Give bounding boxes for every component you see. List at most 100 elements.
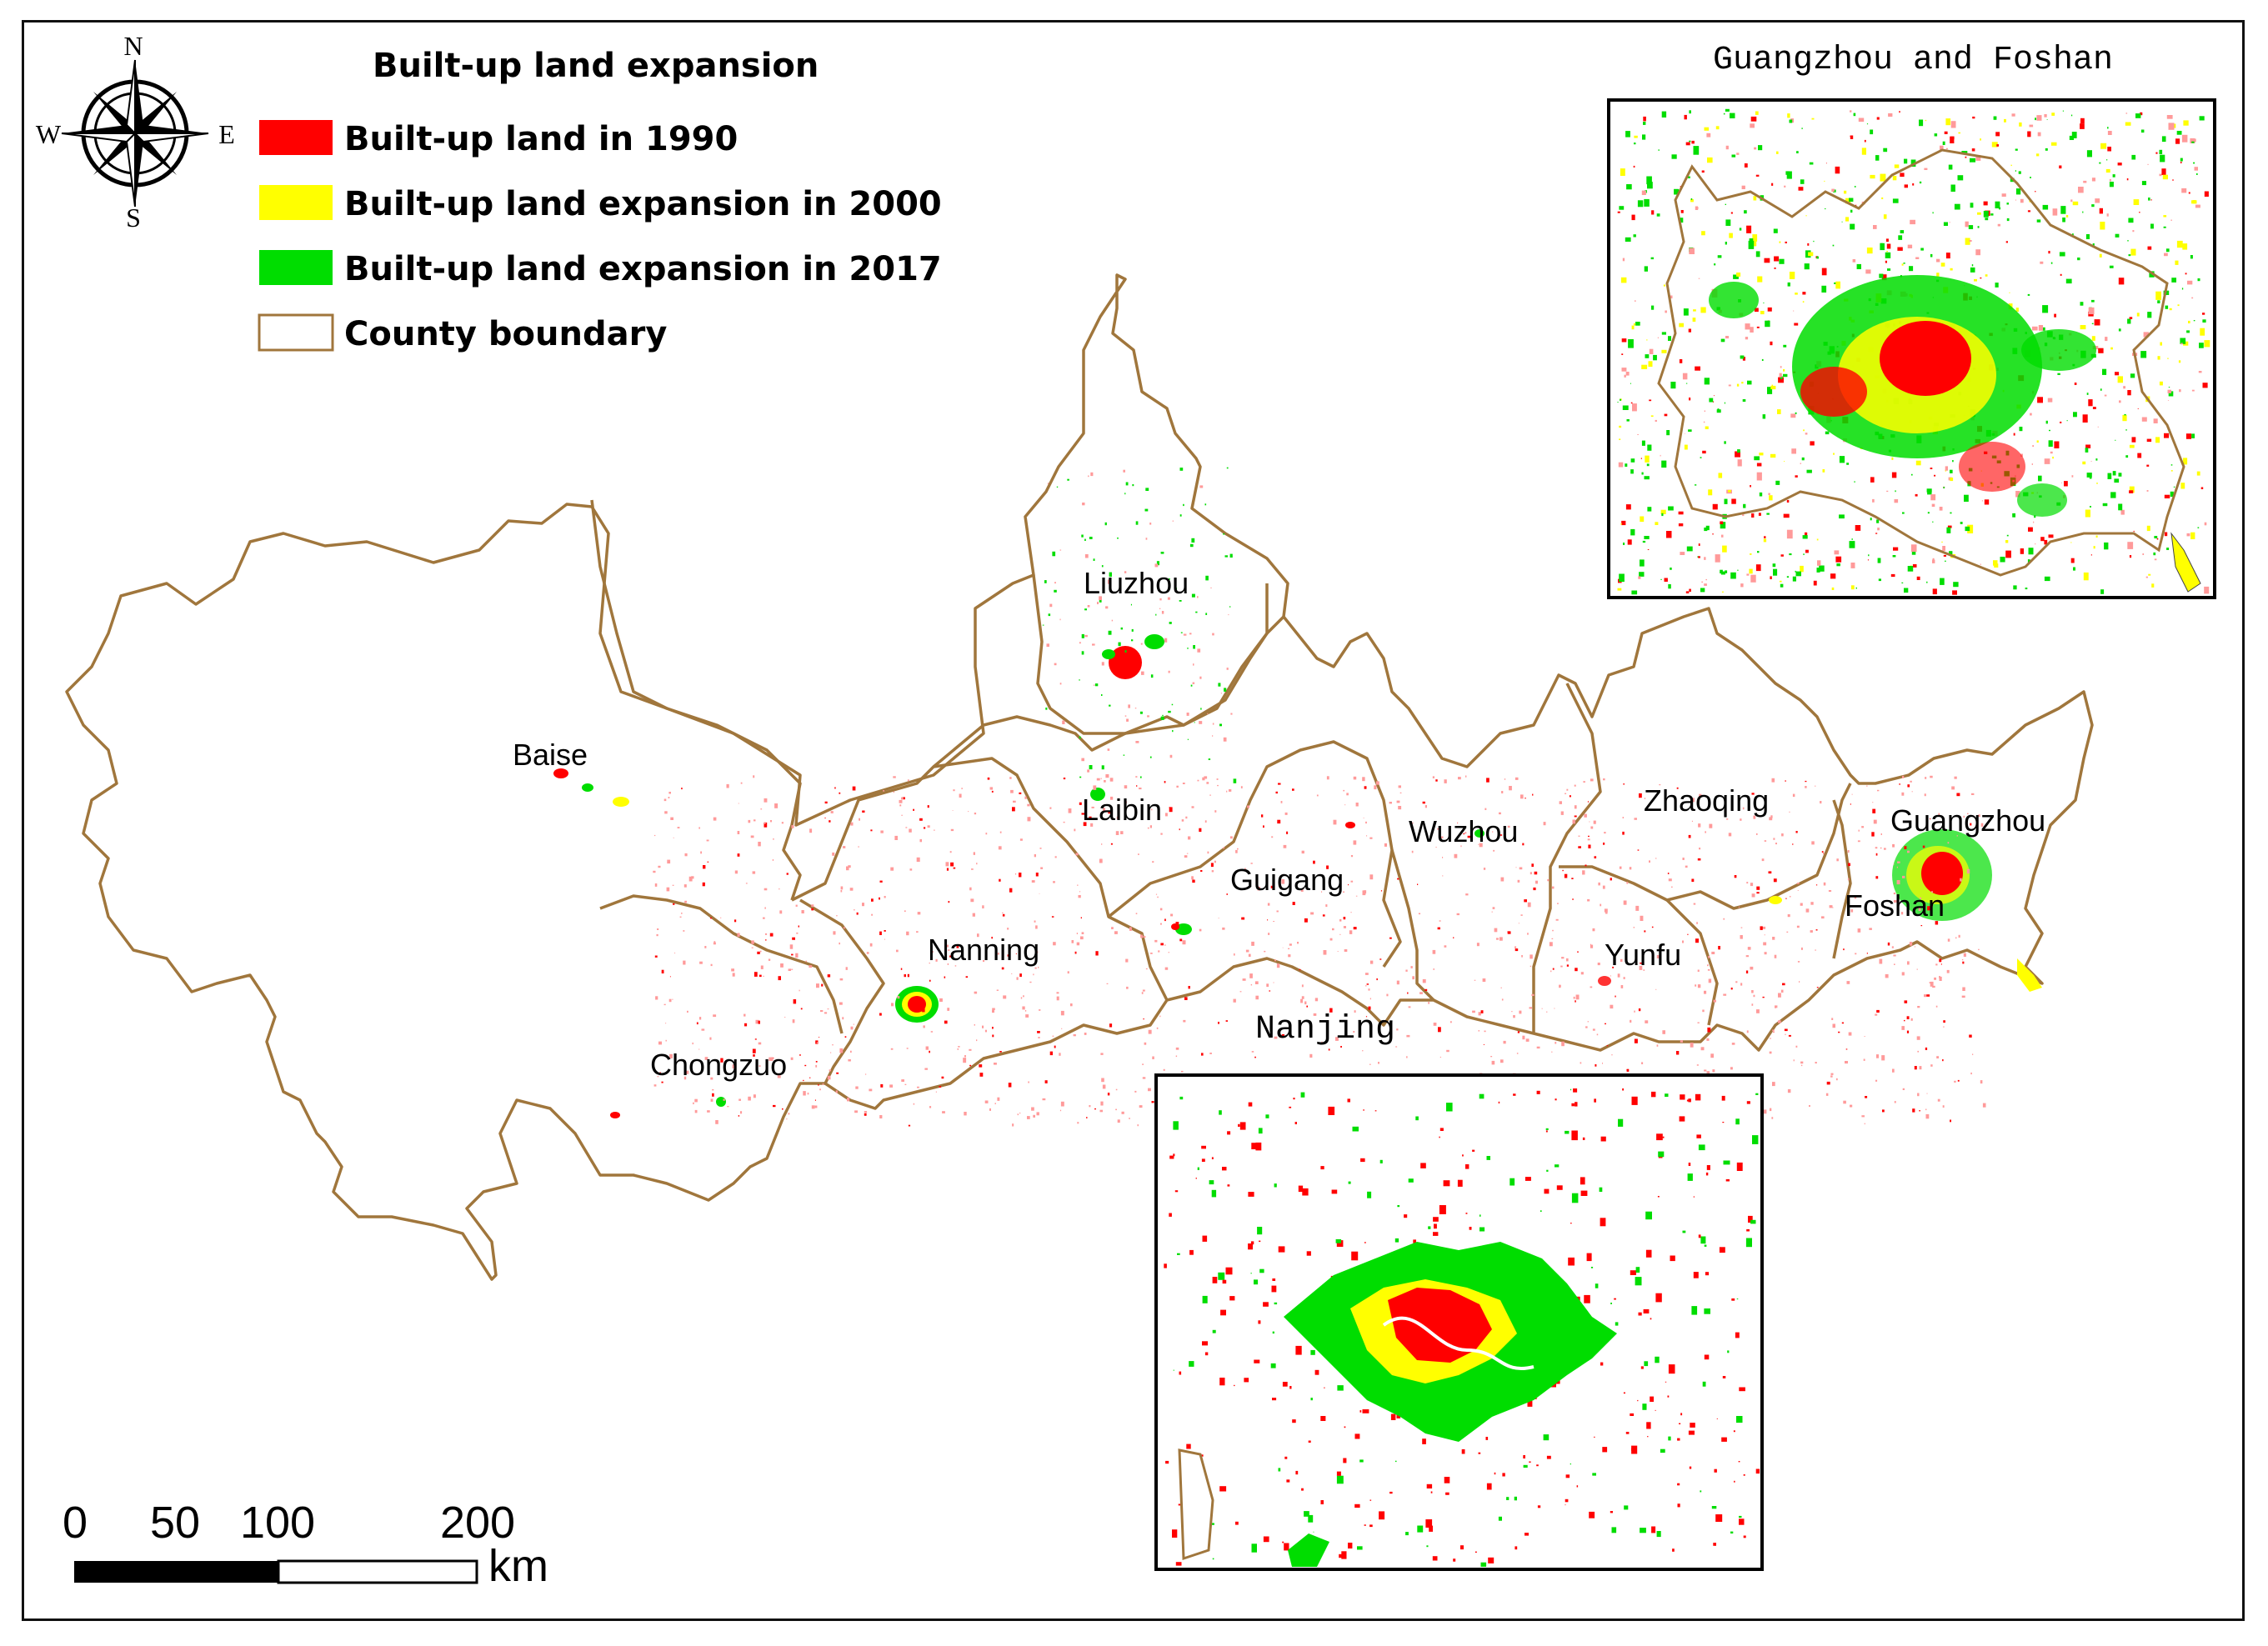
builtup-speck <box>2064 481 2068 487</box>
builtup-speck <box>1192 879 1195 883</box>
builtup-speck <box>1479 1227 1485 1232</box>
builtup-speck <box>1641 440 1645 446</box>
builtup-speck <box>1586 1253 1592 1262</box>
builtup-speck <box>1149 825 1152 828</box>
builtup-speck <box>2125 429 2127 431</box>
builtup-speck <box>1445 1492 1449 1495</box>
builtup-speck <box>1035 925 1038 929</box>
builtup-speck <box>1465 1213 1468 1214</box>
builtup-speck <box>1225 1267 1233 1275</box>
builtup-speck <box>1267 919 1269 921</box>
builtup-speck <box>1956 835 1958 837</box>
builtup-speck <box>1258 1128 1263 1134</box>
builtup-speck <box>1205 575 1209 581</box>
builtup-speck <box>2104 394 2107 397</box>
builtup-speck <box>2202 319 2206 323</box>
builtup-speck <box>1665 1381 1667 1383</box>
builtup-speck <box>1620 985 1624 988</box>
builtup-speck <box>1059 618 1061 621</box>
builtup-speck <box>699 1017 702 1020</box>
builtup-speck <box>706 839 709 842</box>
builtup-speck <box>1750 116 1757 122</box>
city-label-liuzhou: Liuzhou <box>1084 566 1189 600</box>
builtup-speck <box>1950 478 1954 482</box>
builtup-speck <box>1229 789 1232 792</box>
builtup-speck <box>1850 585 1855 590</box>
builtup-speck <box>1805 786 1807 788</box>
builtup-speck <box>1147 827 1149 829</box>
builtup-speck <box>1660 1448 1665 1453</box>
builtup-speck <box>1688 429 1692 432</box>
builtup-speck <box>1227 1131 1231 1135</box>
builtup-speck <box>2164 253 2168 257</box>
builtup-speck <box>945 862 949 867</box>
builtup-speck <box>907 973 909 978</box>
builtup-speck <box>1517 1031 1520 1033</box>
builtup-speck <box>1084 538 1086 541</box>
builtup-speck <box>869 1088 873 1092</box>
builtup-speck <box>2182 243 2188 250</box>
builtup-speck <box>834 787 836 789</box>
builtup-speck <box>1124 650 1127 653</box>
builtup-speck <box>1587 898 1590 902</box>
builtup-speck <box>1772 1029 1775 1032</box>
builtup-speck <box>1225 1020 1228 1022</box>
builtup-speck <box>1975 249 1980 256</box>
builtup-speck <box>1135 741 1139 743</box>
builtup-speck <box>1930 775 1933 778</box>
builtup-speck <box>1678 511 1684 515</box>
builtup-speck <box>791 953 794 956</box>
builtup-speck <box>1744 210 1747 214</box>
builtup-speck <box>1019 792 1022 794</box>
builtup-speck <box>1476 943 1479 947</box>
builtup-speck <box>858 846 859 848</box>
builtup-speck <box>803 1091 806 1096</box>
builtup-speck <box>1724 441 1726 444</box>
builtup-speck <box>2036 219 2041 223</box>
builtup-speck <box>1875 155 1880 161</box>
builtup-speck <box>1707 964 1709 967</box>
builtup-speck <box>1339 1553 1342 1558</box>
builtup-speck <box>1850 209 1853 213</box>
builtup-speck <box>1328 1106 1335 1115</box>
builtup-speck <box>1781 833 1784 837</box>
builtup-speck <box>2167 400 2170 401</box>
builtup-speck <box>1187 738 1189 740</box>
builtup-speck <box>1787 914 1790 918</box>
builtup-speck <box>1953 582 1959 588</box>
builtup-speck <box>758 842 761 847</box>
builtup-speck <box>1737 569 1739 571</box>
builtup-speck <box>1965 526 1970 532</box>
builtup-speck <box>1769 495 1773 501</box>
builtup-speck <box>2025 588 2028 590</box>
builtup-speck <box>879 931 882 935</box>
builtup-speck <box>1300 1092 1305 1098</box>
builtup-speck <box>1292 902 1295 905</box>
builtup-speck <box>904 974 906 978</box>
builtup-speck <box>1067 971 1069 974</box>
builtup-speck <box>1336 1475 1344 1484</box>
builtup-speck <box>811 1105 815 1109</box>
builtup-speck <box>2196 471 2200 476</box>
builtup-speck <box>1109 778 1114 782</box>
builtup-speck <box>992 1027 994 1029</box>
builtup-speck <box>1858 118 1865 123</box>
builtup-speck <box>1850 803 1851 805</box>
builtup-speck <box>958 1046 960 1048</box>
builtup-speck <box>1635 905 1640 911</box>
builtup-speck <box>1645 455 1650 463</box>
builtup-speck <box>1712 1069 1715 1073</box>
builtup-speck <box>2085 509 2090 518</box>
builtup-speck <box>1774 256 1780 262</box>
builtup-speck <box>1635 1267 1640 1273</box>
builtup-speck <box>890 1048 894 1050</box>
builtup-speck <box>1582 870 1585 875</box>
builtup-speck <box>1684 444 1688 450</box>
builtup-speck <box>982 905 984 908</box>
builtup-speck <box>1736 383 1740 387</box>
builtup-speck <box>1566 788 1569 791</box>
builtup-speck <box>2132 230 2135 233</box>
builtup-speck <box>1771 183 1774 186</box>
builtup-speck <box>656 933 658 937</box>
builtup-speck <box>2123 386 2125 389</box>
